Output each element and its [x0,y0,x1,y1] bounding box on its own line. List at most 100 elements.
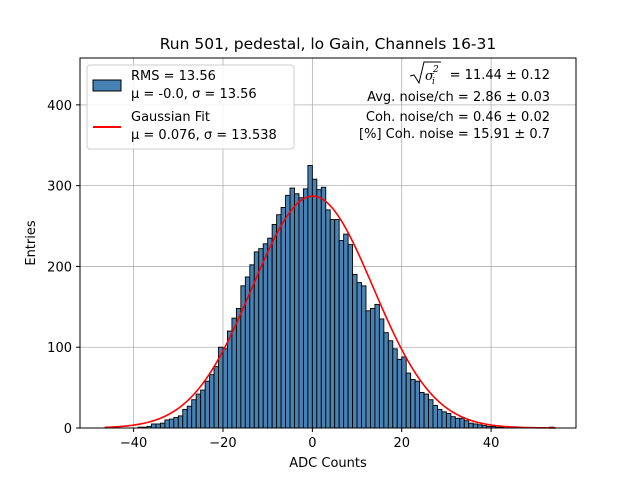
histogram-bar [365,310,371,429]
histogram-bar [334,219,340,429]
histogram-bar [361,285,367,429]
histogram-bar [262,243,269,429]
histogram-bar [182,408,188,429]
histogram-bar [378,318,385,429]
sigma-sq-value: = 11.44 ± 0.12 [450,68,550,83]
histogram-bar [414,380,421,429]
sigma-superscript: 2 [432,65,439,75]
histogram-bar [231,317,237,429]
histogram-bar [235,307,242,429]
sqrt-sign [409,61,441,85]
stats-annotation: σ 2 i = 11.44 ± 0.12 Avg. noise/ch = 2.8… [359,61,550,142]
histogram-bar [396,358,403,429]
legend: RMS = 13.56 μ = -0.0, σ = 13.56 Gaussian… [86,64,295,150]
sigma-sq-symbol: σ 2 i [409,61,441,87]
histogram-bar [204,380,211,429]
histogram-bar [311,178,318,429]
histogram-bar [164,419,170,429]
histogram-bar [405,372,412,429]
histogram-bar [191,399,197,429]
histogram-bar [227,330,233,429]
histogram-bar [463,420,470,429]
plot-area-frame [79,57,577,429]
histogram-bar [271,223,278,429]
histogram-bar [200,389,206,429]
histogram-bar [177,415,184,429]
histogram-bar [302,188,309,429]
gaussian-fit-curve [104,195,556,429]
histogram-bar [419,392,425,429]
histogram-bar [294,193,300,429]
histogram-bar [423,393,429,429]
histogram-bar [383,332,389,429]
histogram-bar [352,274,358,429]
legend-histogram-stats: μ = -0.0, σ = 13.56 [131,87,257,102]
legend-histogram-label: RMS = 13.56 [131,69,216,84]
coh-noise-pct-text: [%] Coh. noise = 15.91 ± 0.7 [359,127,550,142]
histogram-bar [159,422,166,429]
histogram-bar [168,418,175,429]
histogram-bar [387,340,394,429]
histogram-bar [437,408,443,429]
histogram-bar [307,164,313,429]
histogram-bar [450,416,456,429]
x-tick-label: −20 [209,436,236,451]
histogram-bar [298,197,304,429]
histogram-bar [454,417,461,429]
histogram-bar [441,411,447,429]
histogram-bar [258,248,264,429]
y-tick-label: 400 [47,99,72,114]
histogram-bar [392,348,398,429]
legend-histogram-swatch [92,79,122,92]
coh-noise-text: Coh. noise/ch = 0.46 ± 0.02 [366,110,550,125]
histogram-bar [213,366,219,429]
histogram-bar [343,233,349,429]
histogram-bar [289,187,295,429]
histogram-bar [195,393,202,429]
histogram-bar [209,374,215,429]
y-tick-label: 100 [47,341,72,356]
y-axis-label: Entries [24,220,39,266]
histogram-bar [410,379,416,429]
x-tick-label: 20 [393,436,410,451]
legend-fit-label: Gaussian Fit [131,110,210,125]
sigma-subscript: i [432,77,435,87]
histogram-bar [445,413,452,429]
histogram-bar [276,214,282,429]
histogram-bar [222,348,228,429]
sigma-symbol: σ [425,69,435,84]
histogram-bar [374,303,380,429]
histogram-bar [316,189,322,429]
histogram-bar [370,307,376,429]
histogram-bar [459,417,465,429]
avg-noise-text: Avg. noise/ch = 2.86 ± 0.03 [367,90,550,105]
histogram-bar [155,423,161,429]
histogram-bar [329,219,336,429]
y-tick-label: 300 [47,180,72,195]
histogram-bar [347,244,354,429]
x-axis-label: ADC Counts [289,456,367,471]
legend-fit-stats: μ = 0.076, σ = 13.538 [131,128,277,143]
histogram-bar [338,240,345,429]
y-tick-label: 200 [47,260,72,275]
histogram-bar [151,423,157,429]
histogram-bar [432,404,438,429]
histogram-bar [186,405,193,429]
x-tick-label: −40 [120,436,147,451]
histogram-bar [356,282,362,429]
histogram-bar [285,194,291,429]
legend-box [86,64,295,150]
x-tick-label: 40 [483,436,500,451]
histogram-bar [173,417,179,429]
histogram-bar [320,186,327,429]
histogram-bar [428,399,434,429]
histogram-bar [267,237,273,429]
y-tick-label: 0 [64,422,72,437]
histogram-bar [468,422,474,429]
histogram-bar [472,423,479,429]
histogram-bar [325,209,331,429]
x-tick-label: 0 [308,436,316,451]
histogram-bar [401,356,407,429]
histogram-bar [280,206,286,429]
